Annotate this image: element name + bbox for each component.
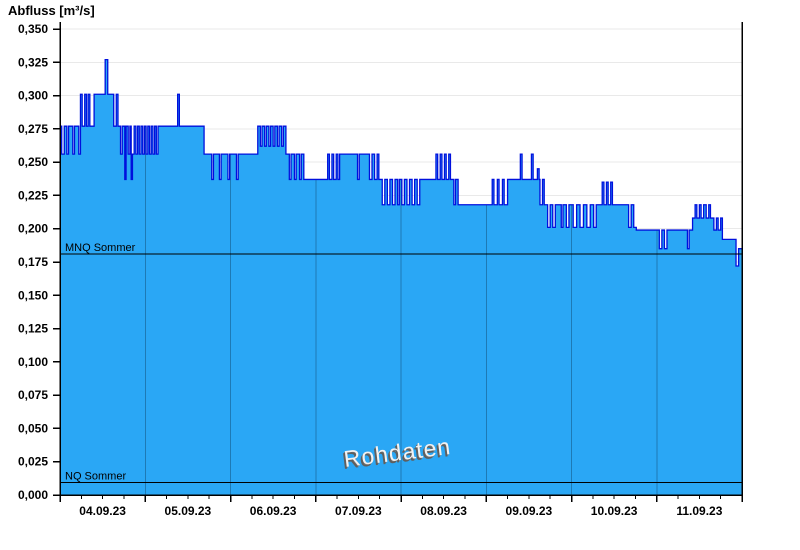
y-tick-label: 0,050 xyxy=(18,421,48,435)
x-tick-label: 10.09.23 xyxy=(591,504,638,518)
reference-line-label: MNQ Sommer xyxy=(65,242,136,254)
y-tick-label: 0,175 xyxy=(18,255,48,269)
x-tick-label: 04.09.23 xyxy=(79,504,126,518)
x-tick-label: 08.09.23 xyxy=(420,504,467,518)
reference-line-label: NQ Sommer xyxy=(65,470,126,482)
chart-title: Abfluss [m³/s] xyxy=(8,3,95,18)
y-tick-label: 0,200 xyxy=(18,222,48,236)
y-tick-label: 0,025 xyxy=(18,455,48,469)
x-tick-label: 05.09.23 xyxy=(165,504,212,518)
discharge-step-line xyxy=(60,58,742,267)
y-tick-label: 0,000 xyxy=(18,488,48,502)
y-tick-label: 0,100 xyxy=(18,355,48,369)
y-tick-label: 0,125 xyxy=(18,322,48,336)
x-tick-label: 07.09.23 xyxy=(335,504,382,518)
y-tick-label: 0,225 xyxy=(18,188,48,202)
x-tick-label: 09.09.23 xyxy=(506,504,553,518)
y-tick-label: 0,350 xyxy=(18,22,48,36)
y-tick-label: 0,150 xyxy=(18,288,48,302)
y-tick-label: 0,250 xyxy=(18,155,48,169)
y-tick-label: 0,300 xyxy=(18,89,48,103)
y-tick-label: 0,275 xyxy=(18,122,48,136)
y-tick-label: 0,075 xyxy=(18,388,48,402)
y-tick-label: 0,325 xyxy=(18,55,48,69)
x-tick-label: 11.09.23 xyxy=(676,504,722,518)
x-tick-label: 06.09.23 xyxy=(250,504,297,518)
